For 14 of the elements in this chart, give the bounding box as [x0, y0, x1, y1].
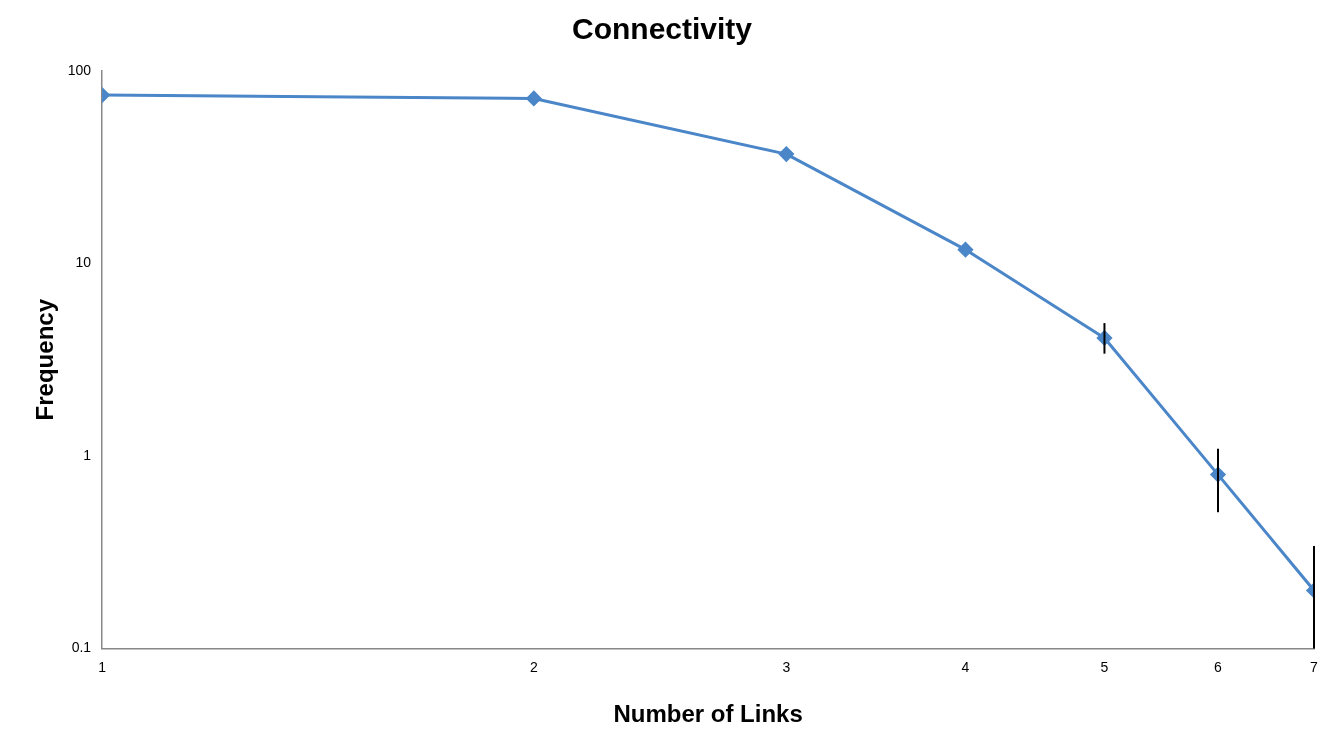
x-axis-title: Number of Links: [613, 700, 803, 728]
x-tick-label: 5: [1100, 658, 1109, 675]
x-tick-label: 3: [782, 658, 791, 675]
x-tick-label: 2: [529, 658, 538, 675]
x-tick-label: 4: [961, 658, 970, 675]
x-tick-label: 7: [1310, 658, 1319, 675]
x-tick-label: 1: [98, 658, 107, 675]
y-tick-label: 1: [83, 446, 92, 463]
y-axis-title: Frequency: [31, 298, 59, 421]
chart-title: Connectivity: [571, 12, 753, 46]
y-tick-label: 100: [67, 61, 92, 78]
y-tick-label: 10: [75, 254, 92, 271]
y-tick-label: 0.1: [71, 639, 92, 656]
x-tick-label: 6: [1214, 658, 1223, 675]
